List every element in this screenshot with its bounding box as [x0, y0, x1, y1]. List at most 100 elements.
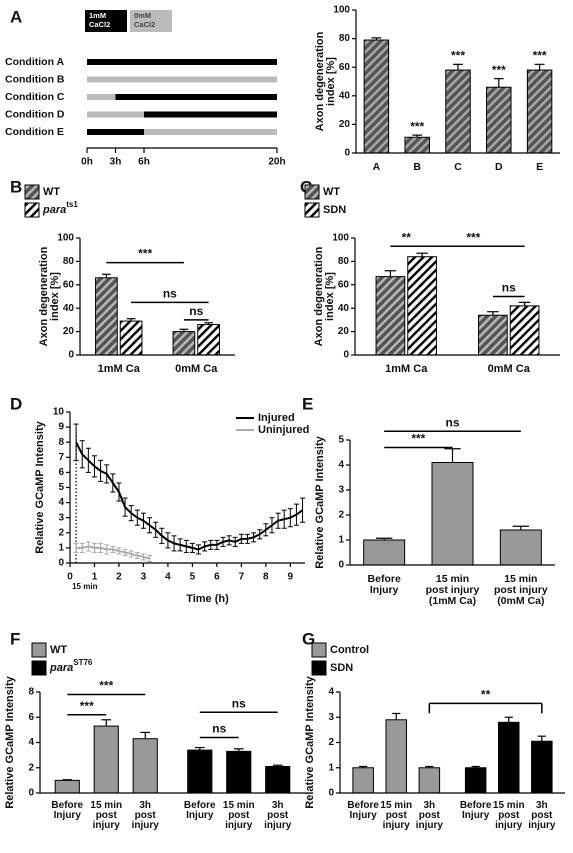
y-tick-label: 1 [328, 762, 334, 773]
legend-label: WT [43, 186, 60, 198]
bar [526, 69, 553, 154]
x-tick-label: Before Injury [51, 800, 83, 821]
x-tick-label: 15 min post injury [493, 800, 525, 831]
bar [478, 314, 508, 356]
legend-name: Control [330, 644, 369, 656]
y-tick-label: 4 [28, 737, 34, 748]
legend-swatch [85, 10, 127, 32]
significance: ** [402, 230, 412, 244]
x-tick-label: 15 min post injury [223, 800, 255, 831]
y-tick-label: 2 [28, 762, 34, 773]
y-tick-label: 3 [328, 712, 334, 723]
legend-label: WT [50, 644, 67, 656]
y-tick-label: 40 [338, 303, 350, 314]
legend-swatch [31, 660, 47, 676]
y-tick-label: 20 [338, 326, 350, 337]
bar [226, 750, 252, 794]
x-tick-label: 5 [190, 572, 196, 583]
x-tick-label: Before Injury [347, 800, 379, 821]
panel-label: D [10, 394, 22, 413]
significance: *** [80, 699, 94, 713]
legend-name: SDN [323, 204, 346, 216]
x-tick-label: 15 min post injury (1mM Ca) [426, 573, 480, 607]
bar [197, 324, 220, 356]
y-tick-label: 1 [58, 543, 64, 554]
y-tick-label: 8 [28, 687, 34, 698]
y-tick-label: 6 [58, 467, 64, 478]
legend-superscript: ts1 [66, 200, 78, 209]
y-tick-label: 100 [333, 5, 350, 16]
legend-name: Injured [258, 412, 295, 424]
y-axis-label: Axon degenerationindex [%] [313, 246, 336, 346]
y-axis-label: Axon degenerationindex [%] [38, 246, 61, 346]
x-tick-label: 9 [288, 572, 294, 583]
x-tick-label: Before Injury [460, 800, 492, 821]
bar [407, 256, 437, 356]
legend-name: Uninjured [258, 424, 309, 436]
y-tick-label: 2 [338, 510, 344, 521]
bar [93, 725, 119, 794]
x-tick-label: E [536, 161, 543, 173]
x-tick-label: 3h post injury [264, 800, 292, 831]
bar [385, 719, 408, 794]
y-tick-label: 20 [339, 119, 351, 130]
significance: *** [492, 63, 506, 77]
legend-name: para [49, 662, 73, 674]
row-label: Condition C [5, 91, 65, 103]
x-tick-label: 6 [214, 572, 220, 583]
legend-name: SDN [330, 662, 353, 674]
y-axis-label: Relative GCaMP Intensity [34, 420, 46, 553]
bar [54, 779, 80, 794]
legend-label: Injured [258, 412, 295, 424]
bar [431, 462, 474, 566]
x-tick-label: 0 [67, 572, 73, 583]
x-tick-label: 8 [263, 572, 269, 583]
significance: ns [445, 415, 459, 429]
bar [418, 767, 441, 794]
y-tick-label: 20 [63, 326, 75, 337]
y-tick-label: 80 [63, 256, 75, 267]
y-tick-label: 9 [58, 422, 64, 433]
x-tick-label: 1mM Ca [385, 363, 428, 375]
legend-label: parats1 [42, 200, 78, 216]
x-tick-label: 3 [141, 572, 147, 583]
bar [499, 529, 542, 566]
x-tick-label: 2 [116, 572, 122, 583]
significance: *** [466, 230, 480, 244]
legend-swatch [311, 660, 327, 676]
bar [486, 86, 512, 154]
legend-swatch [304, 184, 320, 200]
bar [119, 320, 143, 356]
x-tick-label: C [454, 161, 462, 173]
x-tick-label: 3h [110, 157, 122, 168]
legend-swatch [311, 642, 327, 658]
legend-label: SDN [323, 204, 346, 216]
y-tick-label: 5 [58, 482, 64, 493]
significance: *** [533, 49, 547, 63]
significance: *** [451, 49, 465, 63]
y-tick-label: 4 [58, 497, 64, 508]
x-tick-label: D [495, 161, 503, 173]
legend-swatch [304, 202, 320, 218]
y-axis-label: Relative GCaMP Intensity [314, 435, 326, 568]
legend-label: Uninjured [258, 424, 309, 436]
y-axis-label: Relative GCaMP Intensity [4, 675, 16, 808]
x-tick-label: 0mM Ca [488, 363, 531, 375]
legend-label: SDN [330, 662, 353, 674]
panel-label: E [302, 394, 313, 413]
y-tick-label: 2 [328, 737, 334, 748]
legend-label: WT [323, 186, 340, 198]
x-tick-label: B [413, 161, 421, 173]
y-tick-label: 80 [339, 33, 351, 44]
bar [375, 276, 406, 356]
x-tick-label: Before Injury [184, 800, 216, 821]
legend-swatch [130, 10, 172, 32]
y-tick-label: 40 [63, 303, 75, 314]
legend-swatch [31, 642, 47, 658]
significance: *** [138, 247, 152, 261]
y-tick-label: 0 [343, 350, 349, 361]
bar [464, 767, 487, 794]
significance: *** [99, 679, 113, 693]
y-tick-label: 0 [28, 788, 34, 799]
